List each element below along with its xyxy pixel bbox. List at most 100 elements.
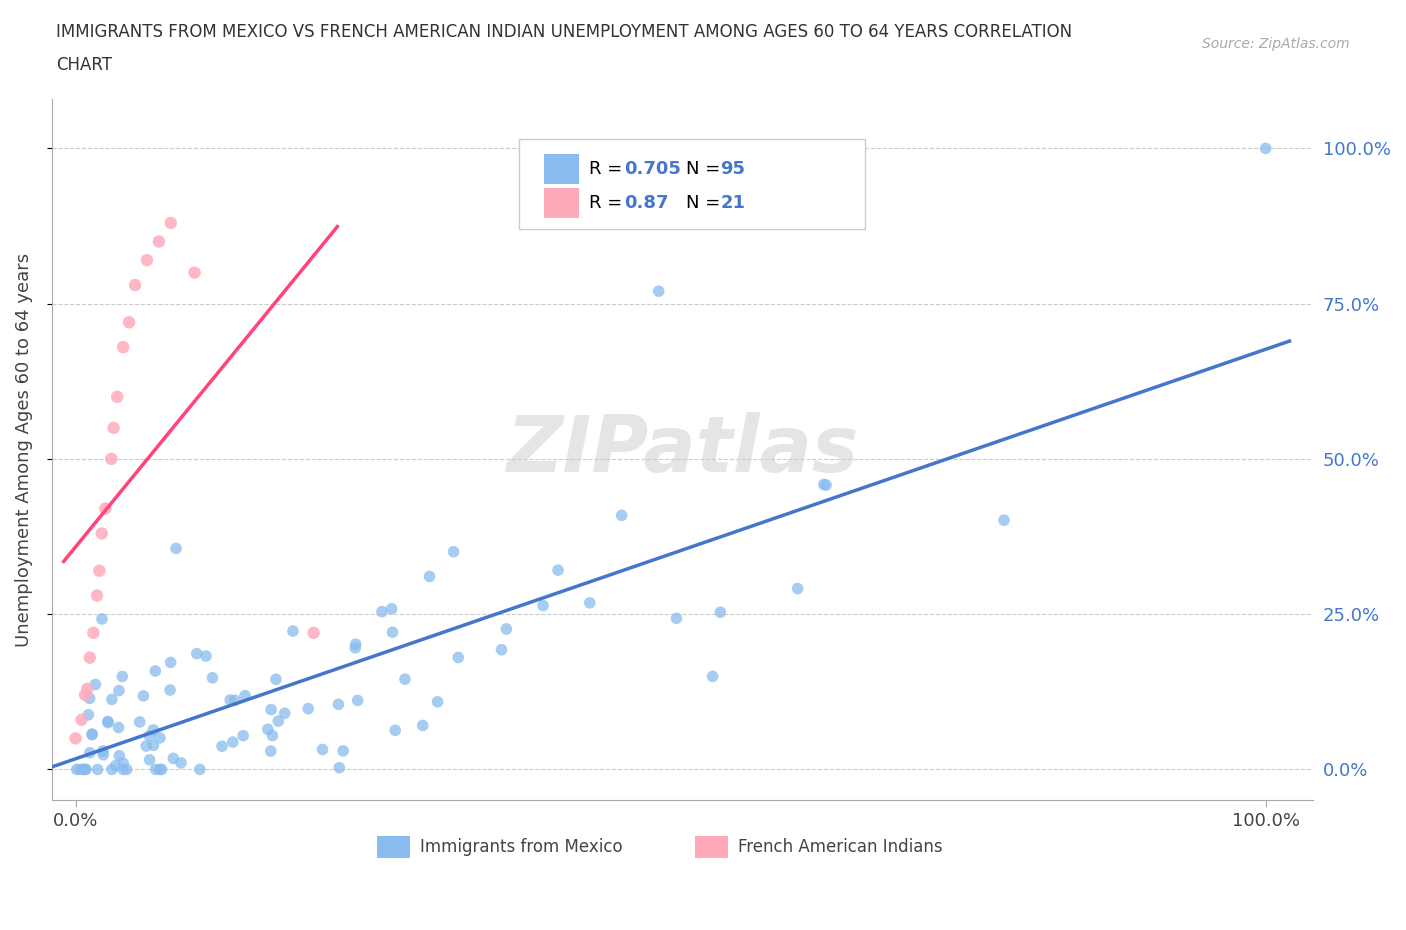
Point <box>195 648 218 663</box>
Text: 0.87: 0.87 <box>624 194 669 212</box>
Point <box>786 581 808 596</box>
Point <box>138 752 160 767</box>
Point <box>211 738 233 753</box>
Point <box>148 234 170 249</box>
Point <box>262 728 284 743</box>
Text: N =: N = <box>686 160 727 178</box>
Point <box>128 714 150 729</box>
Point <box>495 621 517 636</box>
Point <box>150 762 173 777</box>
Text: IMMIGRANTS FROM MEXICO VS FRENCH AMERICAN INDIAN UNEMPLOYMENT AMONG AGES 60 TO 6: IMMIGRANTS FROM MEXICO VS FRENCH AMERICA… <box>56 23 1073 41</box>
Point <box>79 745 101 760</box>
Text: French American Indians: French American Indians <box>738 838 942 856</box>
Point <box>108 749 131 764</box>
Point <box>101 762 124 777</box>
Text: ZIPatlas: ZIPatlas <box>506 412 859 487</box>
Point <box>381 625 404 640</box>
Point <box>90 612 112 627</box>
Point <box>86 588 108 603</box>
Text: N =: N = <box>686 194 727 212</box>
Point <box>143 663 166 678</box>
Point <box>111 756 134 771</box>
Point <box>112 762 135 777</box>
Point <box>105 390 128 405</box>
Point <box>159 655 181 670</box>
Point <box>273 706 295 721</box>
Point <box>328 760 350 775</box>
Point <box>66 762 89 777</box>
Text: Source: ZipAtlas.com: Source: ZipAtlas.com <box>1202 37 1350 51</box>
Point <box>104 758 127 773</box>
Point <box>328 697 350 711</box>
Point <box>84 677 107 692</box>
Point <box>136 253 159 268</box>
Point <box>531 598 554 613</box>
Point <box>97 715 120 730</box>
Point <box>77 708 100 723</box>
Point <box>702 669 724 684</box>
Point <box>76 682 98 697</box>
Point <box>224 693 246 708</box>
Point <box>394 671 416 686</box>
Point <box>82 726 104 741</box>
Point <box>426 695 449 710</box>
Point <box>186 646 208 661</box>
Point <box>344 637 367 652</box>
Point <box>183 265 205 280</box>
Point <box>332 743 354 758</box>
Point <box>346 693 368 708</box>
Point <box>107 720 129 735</box>
Point <box>412 718 434 733</box>
Point <box>142 737 165 752</box>
Point <box>149 730 172 745</box>
Point <box>103 420 125 435</box>
Point <box>89 564 111 578</box>
Point <box>112 339 135 354</box>
Point <box>578 595 600 610</box>
Point <box>75 762 97 777</box>
Point <box>162 751 184 765</box>
Point <box>371 604 394 619</box>
Point <box>111 669 134 684</box>
Point <box>72 762 94 777</box>
Point <box>188 762 211 777</box>
Point <box>709 604 731 619</box>
Point <box>267 713 290 728</box>
Point <box>491 643 513 658</box>
Point <box>79 650 101 665</box>
FancyBboxPatch shape <box>695 835 728 858</box>
Point <box>547 563 569 578</box>
Point <box>75 687 97 702</box>
Point <box>69 762 91 777</box>
Point <box>260 702 283 717</box>
Point <box>91 743 114 758</box>
Point <box>142 723 165 737</box>
Point <box>118 315 141 330</box>
Point <box>115 762 138 777</box>
Text: 95: 95 <box>720 160 745 178</box>
Text: R =: R = <box>589 194 628 212</box>
Point <box>145 762 167 777</box>
Text: 21: 21 <box>720 194 745 212</box>
Point <box>124 277 146 292</box>
Point <box>94 501 117 516</box>
Point <box>82 625 104 640</box>
Point <box>443 544 465 559</box>
Point <box>159 683 181 698</box>
Point <box>138 728 160 743</box>
Point <box>232 728 254 743</box>
Point <box>97 714 120 729</box>
Point <box>665 611 688 626</box>
Point <box>233 688 256 703</box>
Point <box>90 526 112 541</box>
Point <box>302 625 325 640</box>
Point <box>815 478 838 493</box>
Point <box>648 284 671 299</box>
Point <box>447 650 470 665</box>
Point <box>80 727 103 742</box>
FancyBboxPatch shape <box>377 835 411 858</box>
Text: R =: R = <box>589 160 628 178</box>
Point <box>165 541 187 556</box>
Point <box>201 671 224 685</box>
Point <box>297 701 319 716</box>
